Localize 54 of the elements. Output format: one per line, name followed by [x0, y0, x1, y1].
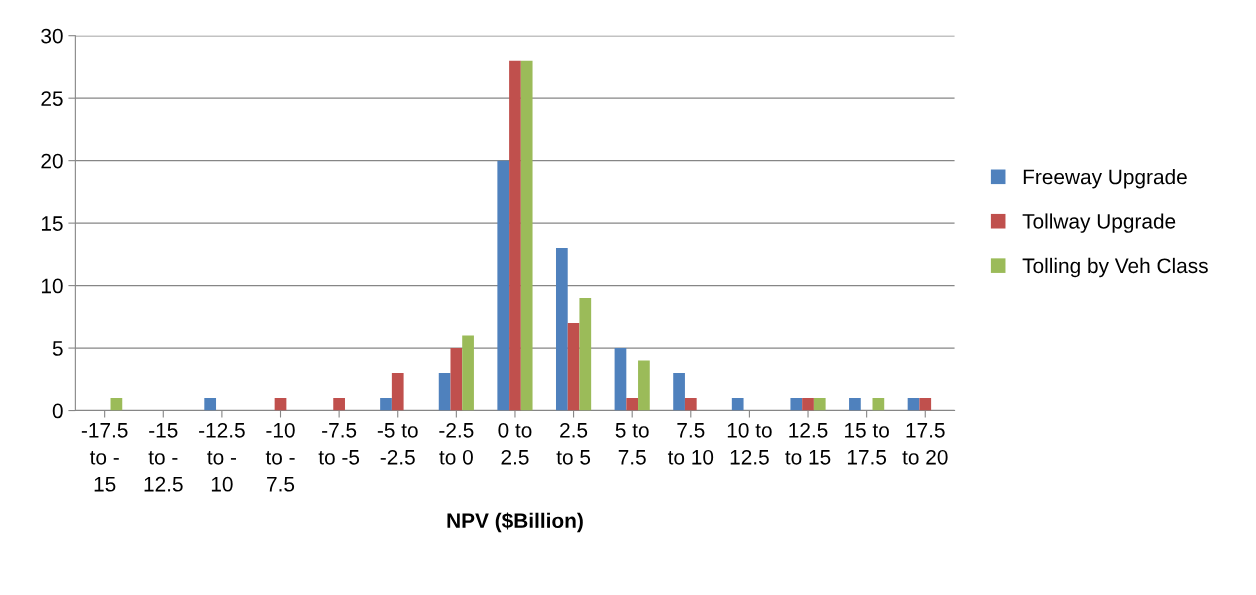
- x-tick-label: 0 to 2.5: [498, 422, 532, 465]
- x-tick-label: -5 to -2.5: [377, 423, 418, 465]
- bar: [579, 298, 592, 411]
- bar: [333, 398, 345, 411]
- bar: [907, 398, 920, 411]
- bar: [790, 398, 803, 411]
- x-tick-label: 12.5 to 15: [785, 422, 831, 465]
- bar: [684, 398, 697, 411]
- bar: [497, 160, 510, 411]
- bar: [391, 373, 404, 411]
- bar: [555, 248, 568, 411]
- bar: [204, 398, 217, 411]
- x-tick-label: -10 to - 7.5: [265, 422, 295, 492]
- bar: [438, 373, 451, 411]
- bar: [450, 348, 463, 411]
- bar: [872, 398, 885, 411]
- bar: [380, 398, 392, 411]
- bar: [110, 398, 123, 411]
- bar: [274, 398, 287, 411]
- bar: [614, 348, 627, 411]
- legend-label: Freeway Upgrade: [1023, 168, 1187, 189]
- x-tick-label: 5 to 7.5: [615, 423, 649, 465]
- x-tick-label: -15 to - 12.5: [144, 423, 183, 492]
- x-tick-label: 17.5 to 20: [902, 423, 948, 465]
- bar: [673, 373, 685, 411]
- x-tick-label: 10 to 12.5: [727, 422, 772, 465]
- bar: [567, 323, 580, 411]
- bar: [919, 398, 932, 411]
- legend-label: Tolling by Veh Class: [1022, 257, 1208, 278]
- x-tick-label: 2.5 to 5: [556, 422, 591, 465]
- x-tick-label: 15 to 17.5: [845, 423, 889, 465]
- x-tick-label: -7.5 to -5: [318, 423, 360, 465]
- bar: [849, 398, 861, 411]
- x-tick-label: -2.5 to 0: [439, 422, 474, 465]
- y-tick-label: 30: [41, 28, 63, 44]
- bar: [626, 398, 639, 411]
- y-tick-label: 10: [41, 278, 63, 294]
- x-tick-label: 7.5 to 10: [667, 423, 714, 465]
- x-tick-label: -17.5 to - 15: [81, 423, 128, 492]
- bar: [509, 60, 521, 411]
- y-tick-label: 0: [52, 403, 63, 419]
- legend-label: Tollway Upgrade: [1022, 213, 1176, 233]
- bar: [802, 398, 814, 411]
- y-tick-label: 5: [52, 341, 63, 356]
- bar: [813, 398, 826, 411]
- y-tick-label: 25: [41, 91, 63, 106]
- x-tick-label: -12.5 to - 10: [199, 422, 245, 492]
- y-tick-label: 15: [41, 216, 63, 231]
- bar: [731, 398, 744, 411]
- bar: [520, 60, 533, 411]
- bar: [638, 360, 650, 411]
- bar: [462, 335, 474, 411]
- x-axis-title: NPV ($Billion): [447, 512, 583, 533]
- y-tick-label: 20: [41, 153, 63, 169]
